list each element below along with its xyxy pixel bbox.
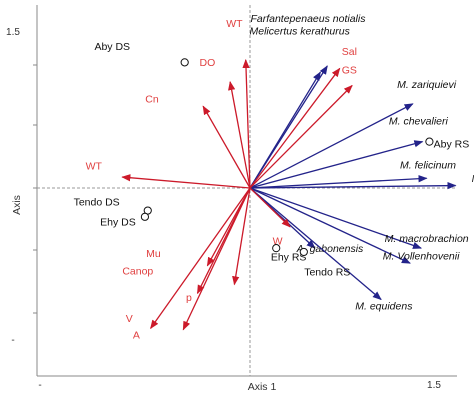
env-label-wt-0: WT — [226, 18, 243, 30]
plot-frame — [33, 5, 457, 377]
y-tick-label: - — [11, 335, 14, 346]
env-arrow-gs-4 — [249, 84, 353, 189]
site-points: Aby DS Aby RS Tendo DS Ehy DS Ehy RS Tendo RS — [74, 41, 470, 279]
site-label-ehy-ds: Ehy DS — [100, 217, 136, 229]
species-arrow-melicertus-kerathurus — [249, 71, 321, 189]
env-arrow-wt-0 — [242, 58, 251, 189]
species-label-m-equidens: M. equidens — [355, 301, 413, 313]
env-label-do-1: DO — [200, 57, 216, 69]
site-point-aby-ds — [180, 58, 189, 67]
env-arrow-p-9 — [232, 187, 251, 286]
species-label-farfantepenaeus-notialis: Farfantepenaeus notialis — [250, 13, 366, 25]
site-point-ehy-ds — [140, 212, 150, 221]
site-label-ehy-rs: Ehy RS — [271, 252, 307, 264]
site-point-ehy-rs — [272, 244, 281, 253]
species-arrow-m-macrobrachion — [249, 187, 422, 249]
env-label-mu-7: Mu — [146, 248, 161, 260]
env-label-a-11: A — [133, 329, 140, 341]
env-arrow-wt-5 — [121, 174, 251, 189]
env-label-gs-4: GS — [342, 64, 357, 76]
species-label-m-felicinum: M. felicinum — [400, 159, 456, 171]
species-label-m-vollenhovenii: M. Vollenhovenii — [383, 250, 460, 262]
site-label-tendo-ds: Tendo DS — [74, 197, 120, 209]
site-label-tendo-rs: Tendo RS — [304, 267, 350, 279]
env-label-canop-8: Canop — [122, 265, 153, 277]
species-label-melicertus-kerathurus: Melicertus kerathurus — [249, 25, 350, 37]
env-arrow-sal-3 — [249, 67, 341, 189]
env-arrow-a-11 — [182, 187, 251, 331]
env-label-wt-5: WT — [86, 161, 103, 173]
species-label-m-zariquievi: M. zariquievi — [397, 79, 457, 91]
zero-lines — [37, 5, 457, 376]
tick-labels: 1.5 - - 1.5 — [6, 27, 441, 391]
species-label-m-dux: M. dux — [472, 173, 474, 185]
x-tick-label: - — [38, 380, 41, 391]
species-label-m-macrobrachion: M. macrobrachion — [385, 233, 469, 245]
species-arrow-m-dux — [249, 182, 457, 190]
species-arrow-m-vollenhovenii — [249, 187, 411, 264]
site-point-aby-rs — [425, 137, 434, 146]
env-arrow-v-10 — [150, 187, 251, 330]
env-arrow-cn-2 — [202, 105, 251, 189]
species-arrow-m-equidens — [249, 187, 382, 301]
env-label-w-6: W — [273, 235, 283, 247]
env-label-cn-2: Cn — [145, 94, 159, 106]
species-label-m-chevalieri: M. chevalieri — [389, 116, 449, 128]
site-label-aby-ds: Aby DS — [94, 41, 130, 53]
x-tick-label: 1.5 — [427, 380, 441, 391]
y-tick-label: 1.5 — [6, 27, 20, 38]
env-label-sal-3: Sal — [342, 46, 357, 58]
species-arrow-m-chevalieri — [249, 140, 424, 189]
environment-vectors: WT DO Cn Sal GS WT W Mu Canop p VA — [86, 18, 357, 341]
env-arrow-do-1 — [228, 80, 251, 189]
env-arrow-canop-8 — [206, 187, 251, 267]
env-label-p-9: p — [186, 292, 192, 304]
species-label-a-gabonensis: A. gabonensis — [296, 243, 364, 255]
x-axis-label: Axis 1 — [248, 381, 277, 393]
env-label-v-10: V — [126, 313, 133, 325]
site-point-tendo-rs — [299, 247, 308, 257]
species-arrow-m-zariquievi — [249, 103, 414, 189]
y-axis-label: Axis — [11, 195, 23, 215]
env-arrow-w-6 — [249, 187, 291, 228]
site-label-aby-rs: Aby RS — [434, 139, 470, 151]
species-arrow-m-felicinum — [249, 175, 428, 189]
